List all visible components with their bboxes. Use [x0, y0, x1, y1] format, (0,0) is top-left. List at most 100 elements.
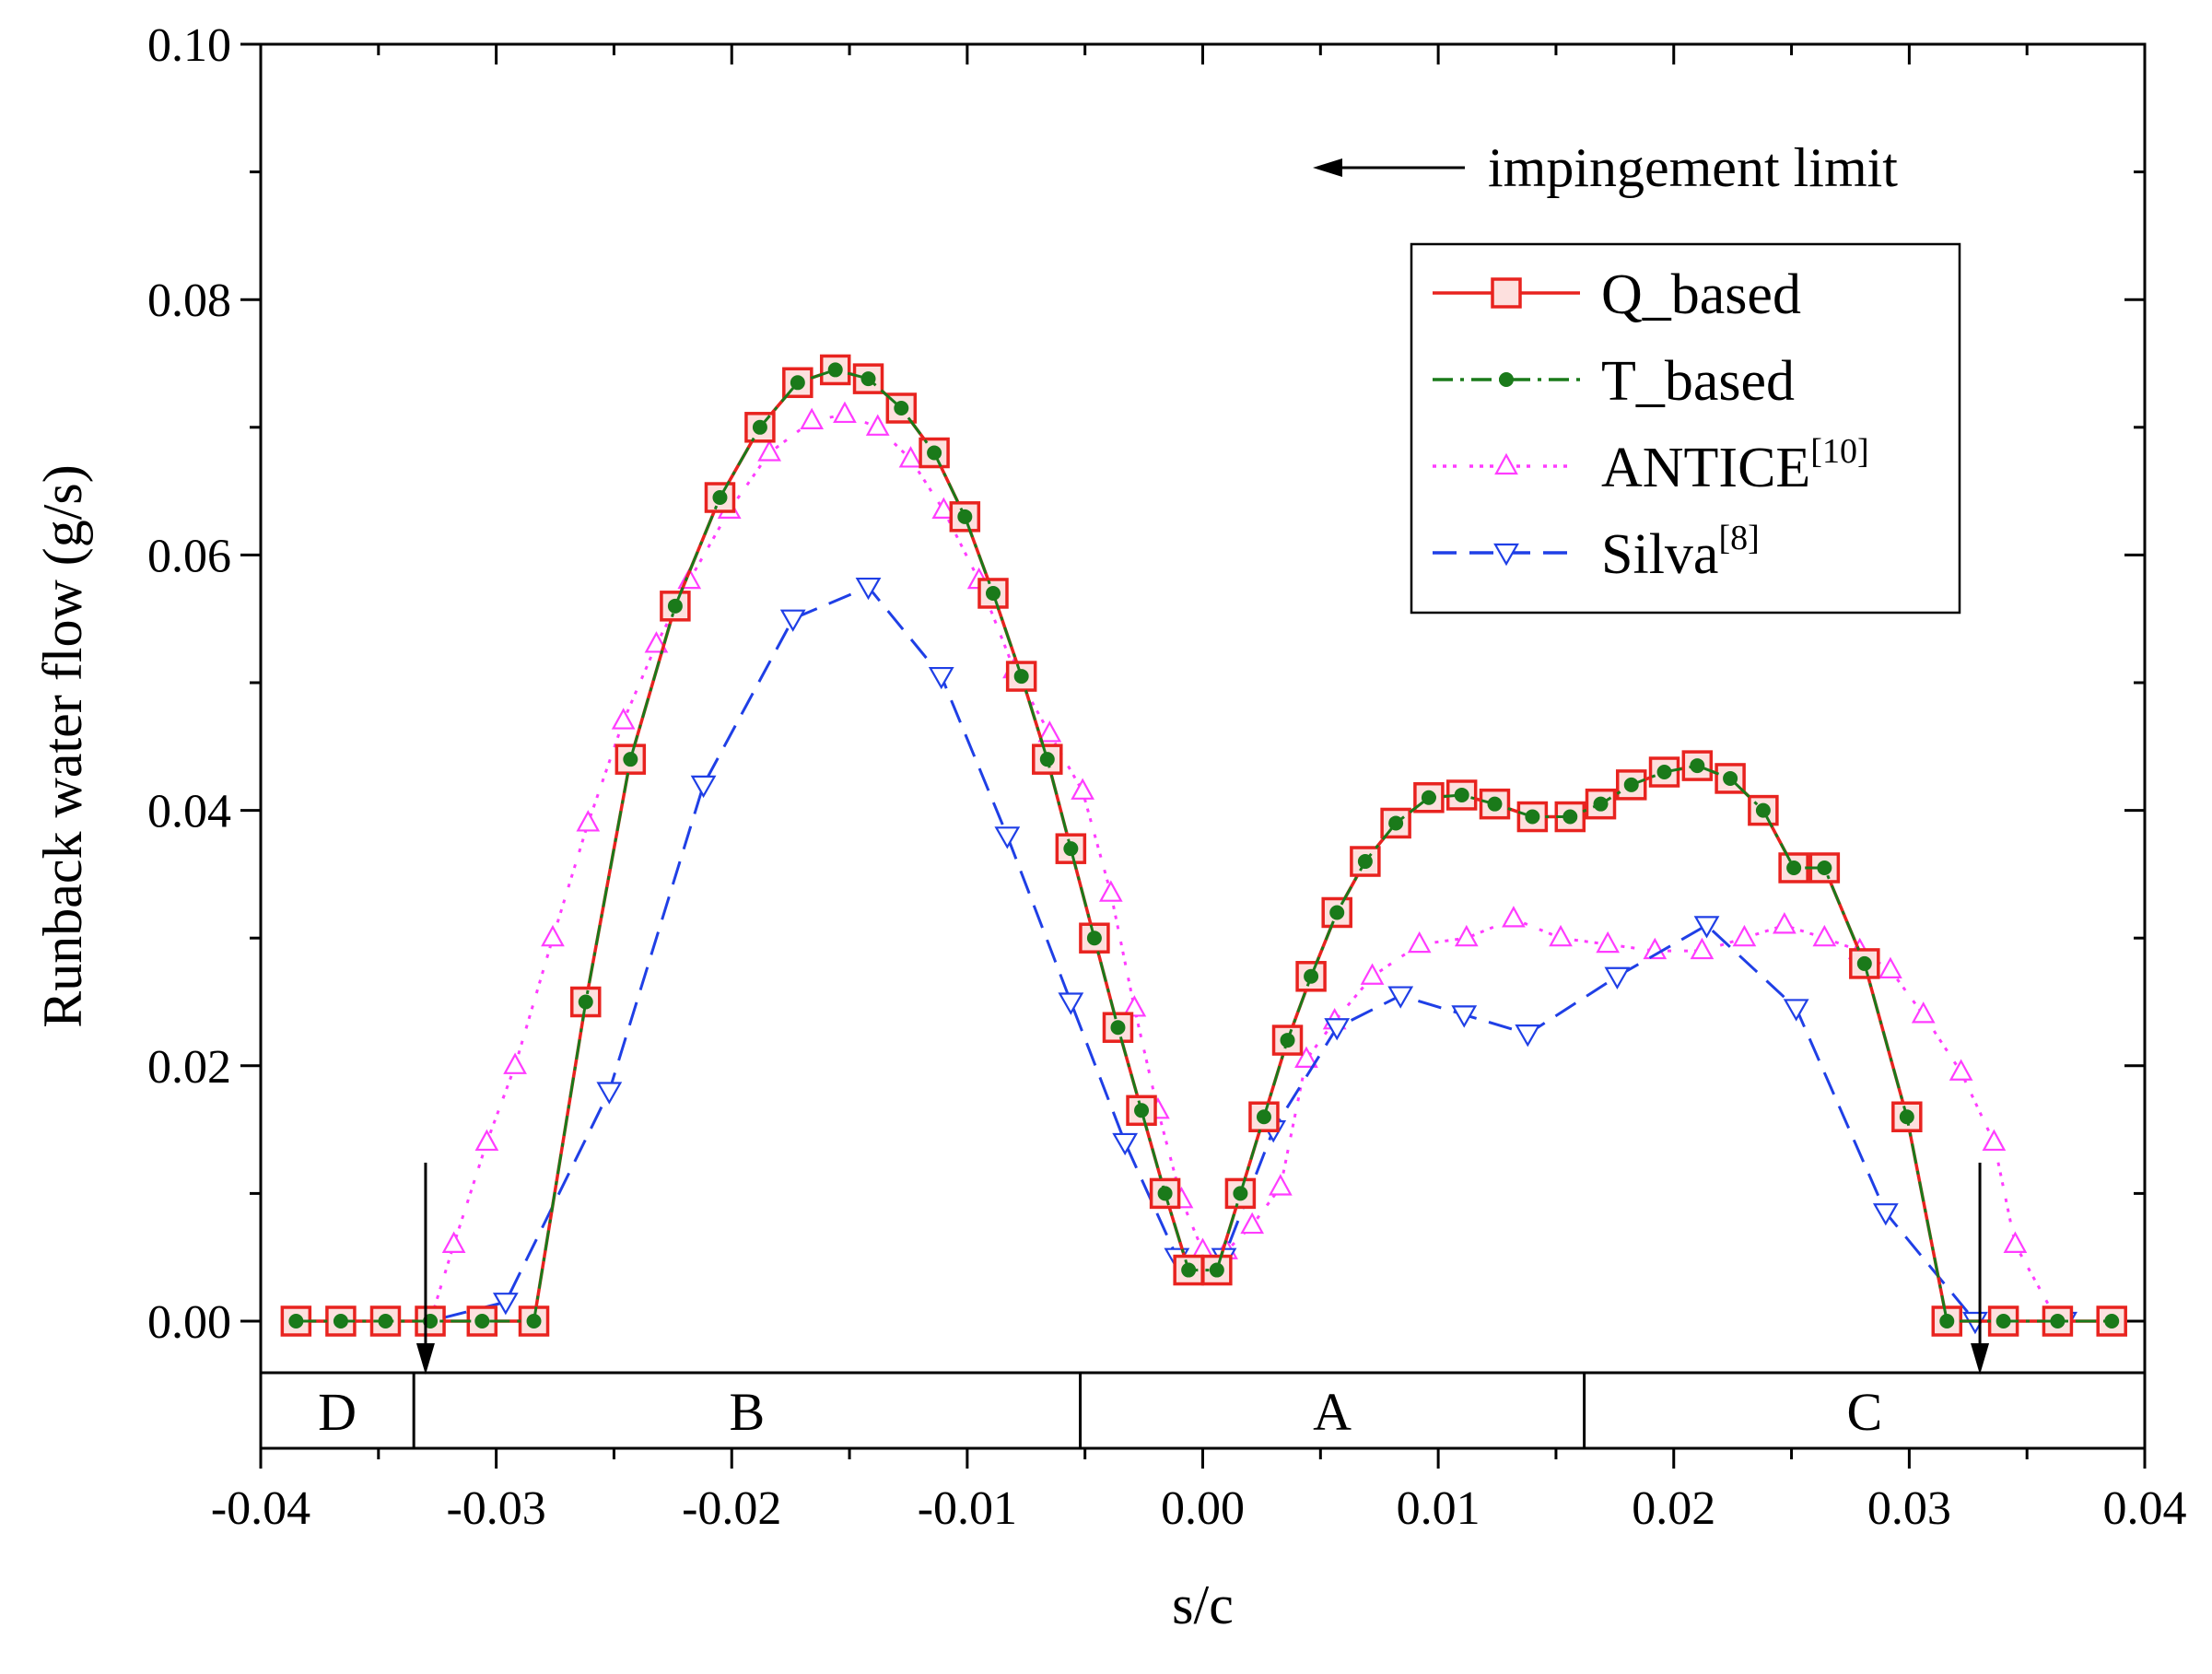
y-axis-title: Runback water flow (g/s) — [32, 464, 93, 1027]
x-tick-label: 0.02 — [1632, 1482, 1715, 1535]
data-point — [378, 1314, 393, 1329]
data-point — [1268, 1174, 1293, 1196]
data-point — [492, 1293, 519, 1316]
data-point — [611, 708, 636, 730]
x-tick-label: 0.04 — [2103, 1482, 2187, 1535]
data-point — [1515, 1024, 1541, 1048]
data-point — [1817, 860, 1832, 875]
data-point — [441, 1231, 466, 1253]
data-point — [1360, 963, 1385, 985]
data-point — [819, 354, 851, 386]
impingement-annotation: impingement limit — [1313, 137, 1898, 198]
data-point — [1240, 1212, 1265, 1235]
y-tick-label: 0.06 — [147, 530, 231, 582]
data-point — [667, 598, 683, 614]
legend-label: ANTICE[10] — [1601, 432, 1869, 499]
data-point — [1693, 916, 1720, 939]
data-point — [1233, 1186, 1248, 1201]
data-point — [985, 585, 1001, 601]
plot-frame — [259, 42, 2147, 1450]
data-point — [1690, 758, 1705, 774]
y-tick-label: 0.00 — [147, 1296, 231, 1349]
data-point — [1690, 937, 1715, 960]
data-point — [928, 666, 954, 690]
data-point — [757, 439, 782, 462]
data-point — [1013, 669, 1029, 685]
data-point — [1773, 912, 1797, 934]
data-point — [1039, 752, 1055, 767]
data-point — [596, 1082, 623, 1105]
data-point — [712, 490, 728, 506]
data-point — [1643, 937, 1668, 960]
region-label: C — [1846, 1382, 1882, 1442]
x-tick-label: -0.02 — [682, 1482, 781, 1535]
data-point — [2104, 1314, 2120, 1329]
data-point — [1387, 986, 1414, 1009]
data-point — [1502, 906, 1526, 928]
data-point — [288, 1314, 304, 1329]
data-point — [690, 775, 717, 799]
x-tick-label: 0.00 — [1161, 1482, 1245, 1535]
x-tick-label: -0.01 — [918, 1482, 1017, 1535]
data-point — [1421, 790, 1436, 805]
data-point — [576, 810, 601, 832]
data-point — [1487, 796, 1503, 812]
data-point — [833, 401, 857, 424]
data-point — [1357, 854, 1373, 870]
impingement-limit-arrowhead — [1971, 1343, 1990, 1375]
data-point — [2050, 1314, 2066, 1329]
data-point — [503, 1052, 527, 1074]
data-point — [1112, 1132, 1139, 1156]
data-point — [1451, 1005, 1478, 1028]
data-point — [1995, 1314, 2011, 1329]
data-point — [931, 497, 956, 519]
data-point — [1656, 765, 1672, 780]
data-point — [1086, 931, 1102, 946]
data-point — [1110, 1020, 1126, 1036]
legend-label: T_based — [1601, 350, 1795, 413]
data-point — [898, 446, 923, 468]
data-point — [860, 371, 876, 387]
data-point — [1899, 1109, 1914, 1125]
data-point — [1388, 815, 1404, 831]
y-tick-label: 0.04 — [147, 786, 231, 838]
data-point — [1755, 802, 1771, 818]
data-point — [779, 609, 806, 632]
data-point — [800, 407, 825, 429]
legend-swatch-marker — [1493, 543, 1519, 567]
data-point — [855, 577, 882, 601]
region-label: B — [730, 1382, 766, 1442]
data-point — [1122, 995, 1147, 1017]
x-tick-label: -0.03 — [446, 1482, 545, 1535]
data-point — [644, 631, 669, 653]
data-point — [578, 994, 593, 1010]
data-point — [894, 401, 909, 416]
y-tick-label: 0.10 — [147, 19, 231, 72]
data-point — [1648, 756, 1680, 788]
data-point — [541, 924, 565, 947]
data-point — [1454, 787, 1469, 802]
data-point — [333, 1314, 348, 1329]
legend-superscript: [10] — [1810, 432, 1868, 471]
data-point — [1407, 931, 1432, 954]
data-point — [1256, 1109, 1271, 1125]
legend-label: Q_based — [1601, 263, 1801, 326]
impingement-limit-arrows — [415, 1163, 1990, 1375]
data-point — [1812, 924, 1837, 947]
data-point — [1786, 860, 1802, 875]
data-point — [1271, 1024, 1304, 1056]
data-point — [1157, 1186, 1173, 1201]
x-axis-title: s/c — [1172, 1574, 1234, 1635]
series-q-based — [280, 354, 2127, 1337]
data-point — [1878, 956, 1902, 978]
data-point — [1304, 968, 1319, 984]
x-tick-label: 0.01 — [1397, 1482, 1481, 1535]
legend-swatch-marker — [1494, 452, 1518, 475]
legend: Q_based T_based ANTICE[10] Silva[8] — [1410, 242, 1961, 615]
x-tick-label: 0.03 — [1867, 1482, 1951, 1535]
series-line — [296, 413, 2113, 1323]
data-point — [1071, 778, 1094, 800]
series-group — [280, 354, 2127, 1337]
